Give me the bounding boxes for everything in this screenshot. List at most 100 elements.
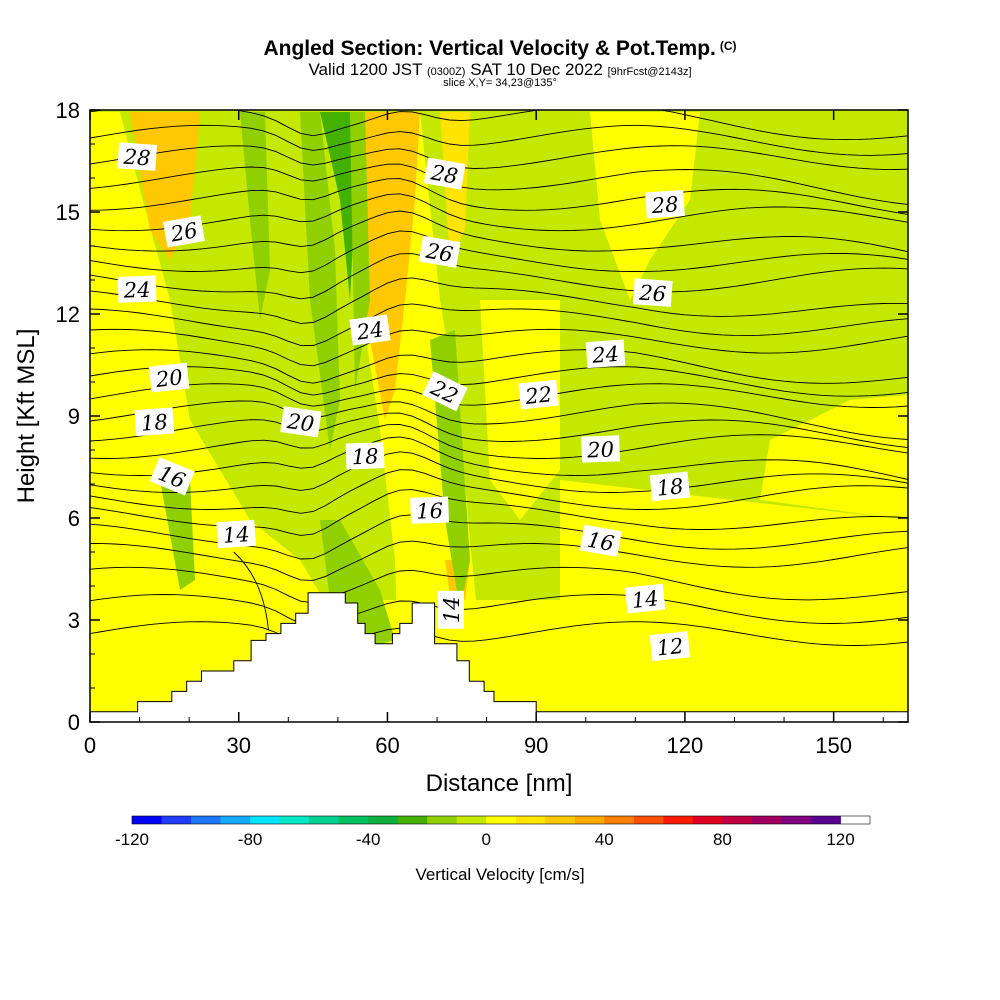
theta-contour-line: [90, 210, 908, 253]
y-tick-label: 15: [56, 200, 80, 225]
updraft-zone-mid: [480, 300, 560, 520]
svg-text:24: 24: [354, 317, 385, 345]
theta-contour-line: [90, 277, 908, 324]
theta-contour-label: 24: [349, 314, 391, 346]
valid-date: SAT 10 Dec 2022: [470, 60, 603, 79]
forecast-info: [9hrFcst@2143z]: [607, 66, 692, 78]
svg-text:20: 20: [586, 438, 615, 463]
theta-contour-line: [90, 621, 908, 649]
colorbar-swatch: [486, 816, 517, 824]
y-tick-label: 18: [56, 98, 80, 123]
theta-contour-line: [90, 451, 908, 493]
colorbar-tick-label: 0: [481, 830, 490, 849]
theta-contour-label: 20: [148, 362, 190, 393]
svg-text:24: 24: [590, 342, 619, 368]
colorbar-swatch: [633, 816, 664, 824]
theta-contour-label: 20: [581, 435, 621, 463]
y-tick-label: 0: [68, 710, 80, 735]
theta-contour-line: [90, 178, 908, 215]
valid-time-utc: (0300Z): [426, 66, 466, 78]
theta-contour-line: [90, 163, 908, 205]
velocity-field: [90, 110, 908, 722]
theta-contour-line: [90, 540, 908, 581]
theta-contour-label: 22: [518, 379, 559, 410]
x-tick-label: 120: [667, 733, 704, 758]
svg-text:28: 28: [650, 192, 679, 218]
y-tick-label: 6: [68, 506, 80, 531]
svg-text:28: 28: [122, 145, 151, 171]
updraft-zone-east-low: [560, 480, 908, 600]
x-tick-label: 90: [524, 733, 548, 758]
svg-text:14: 14: [631, 586, 660, 613]
theta-contour-label: 18: [649, 471, 691, 502]
terrain-profile: [90, 592, 908, 722]
theta-contour-label: 26: [418, 235, 461, 268]
theta-contour-line: [90, 349, 908, 384]
theta-contour-line: [90, 436, 908, 480]
chart-title: Angled Section: Vertical Velocity & Pot.…: [0, 37, 1000, 61]
theta-contour-label: 26: [163, 215, 205, 248]
theta-contour-label: 18: [345, 442, 385, 470]
downdraft-band-1: [300, 112, 340, 450]
y-tick-label: 3: [68, 608, 80, 633]
chart-title-main: Angled Section: Vertical Velocity & Pot.…: [263, 37, 716, 60]
x-tick-label: 60: [375, 733, 399, 758]
theta-contour-line: [90, 594, 908, 627]
theta-contour-lines: [90, 110, 908, 649]
colorbar-swatch: [220, 816, 251, 824]
theta-contour-line: [90, 366, 908, 397]
colorbar-swatch: [604, 816, 635, 824]
theta-contour-line: [90, 412, 908, 449]
colorbar-swatch: [279, 816, 310, 824]
theta-contour-line: [90, 566, 908, 604]
colorbar-swatch: [368, 816, 399, 824]
slice-info: slice X,Y= 34,23@135°: [443, 77, 557, 89]
colorbar-swatch: [309, 816, 339, 824]
x-axis: 0 30 60 90 120 150: [84, 110, 884, 758]
x-tick-label: 30: [226, 733, 250, 758]
svg-text:12: 12: [655, 634, 684, 661]
theta-contour-line: [90, 469, 908, 514]
downdraft-band-lee: [320, 520, 395, 650]
theta-contour-line: [233, 551, 269, 631]
theta-contour-label: 20: [280, 406, 322, 438]
theta-contour-line: [90, 328, 908, 367]
theta-contour-line: [90, 110, 908, 141]
svg-text:14: 14: [440, 596, 464, 623]
theta-contour-label: 14: [624, 583, 666, 614]
valid-time-prefix: Valid 1200 JST: [308, 60, 423, 79]
svg-text:16: 16: [416, 499, 444, 524]
theta-contour-line: [90, 383, 908, 408]
svg-text:18: 18: [351, 444, 379, 469]
colorbar-swatch: [722, 816, 753, 824]
colorbar-swatch: [545, 816, 576, 824]
colorbar-swatch: [427, 816, 458, 824]
colorbar-tick-label: 40: [595, 830, 614, 849]
theta-contour-label: 24: [117, 275, 157, 303]
colorbar-swatch: [161, 816, 192, 824]
colorbar-swatch: [574, 816, 605, 824]
svg-text:16: 16: [585, 528, 615, 556]
theta-contour-line: [90, 230, 908, 274]
colorbar-tick-label: -80: [238, 830, 263, 849]
theta-contour-line: [90, 193, 908, 232]
theta-contour-label: 16: [579, 524, 622, 557]
theta-contour-label: 28: [117, 142, 158, 171]
updraft-zone-east-mid: [760, 395, 908, 520]
svg-text:24: 24: [122, 278, 151, 303]
copyright-mark: (C): [719, 39, 737, 53]
colorbar-swatch: [811, 816, 841, 824]
colorbar-frame: [131, 815, 871, 825]
theta-contour-line: [90, 303, 908, 346]
theta-contour-label: 14: [216, 519, 256, 549]
colorbar-swatch: [781, 816, 812, 824]
y-axis: 0 3 6 9 12 15 18: [56, 98, 908, 735]
colorbar-swatch: [132, 816, 162, 824]
colorbar-swatch: [515, 816, 546, 824]
svg-text:18: 18: [140, 410, 168, 436]
theta-contour-label: 18: [134, 407, 175, 437]
colorbar-tick-label: -120: [115, 830, 149, 849]
colorbar-label: Vertical Velocity [cm/s]: [415, 865, 584, 884]
